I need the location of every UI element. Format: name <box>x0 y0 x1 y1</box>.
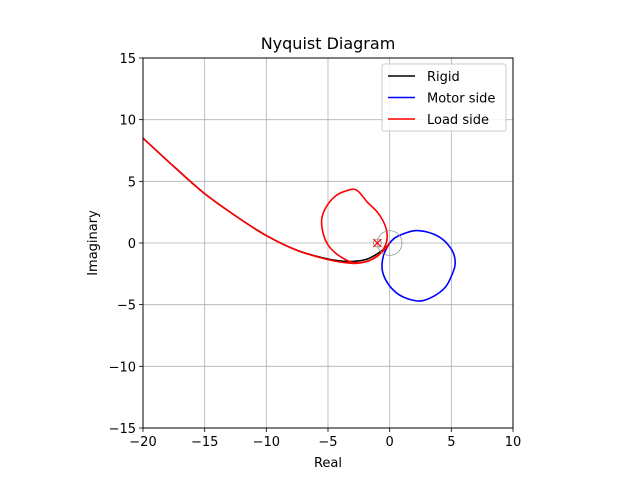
overlay-layer <box>372 230 403 256</box>
y-tick-label: 10 <box>119 114 136 129</box>
legend-label-motor-side: Motor side <box>427 92 495 107</box>
legend-box <box>381 63 507 132</box>
legend-label-load-side: Load side <box>427 113 489 128</box>
x-tick-label: −15 <box>191 435 218 450</box>
y-tick-label: −5 <box>117 299 136 314</box>
y-tick-label: 5 <box>128 175 136 190</box>
legend: Rigid Motor side Load side <box>381 63 507 132</box>
x-tick-label: −20 <box>129 435 156 450</box>
y-tick-label: 15 <box>119 52 136 67</box>
y-tick-label: 0 <box>128 237 136 252</box>
critical-point-ring <box>372 238 382 248</box>
x-tick-label: −5 <box>318 435 337 450</box>
x-tick-label: 0 <box>386 435 394 450</box>
series-line-load-side <box>143 137 391 265</box>
x-axis-label: Real <box>314 456 342 471</box>
y-tick-label: −15 <box>109 422 136 437</box>
x-tick-label: 10 <box>505 435 522 450</box>
critical-point-marker <box>372 238 382 248</box>
y-tick-label: −10 <box>109 360 136 375</box>
series-layer <box>143 137 456 302</box>
x-tick-label: −10 <box>253 435 280 450</box>
x-tick-label: 5 <box>447 435 455 450</box>
y-axis-label: Imaginary <box>86 210 101 276</box>
chart-title: Nyquist Diagram <box>261 34 396 53</box>
series-line-motor-side <box>381 229 456 302</box>
legend-label-rigid: Rigid <box>427 70 460 85</box>
